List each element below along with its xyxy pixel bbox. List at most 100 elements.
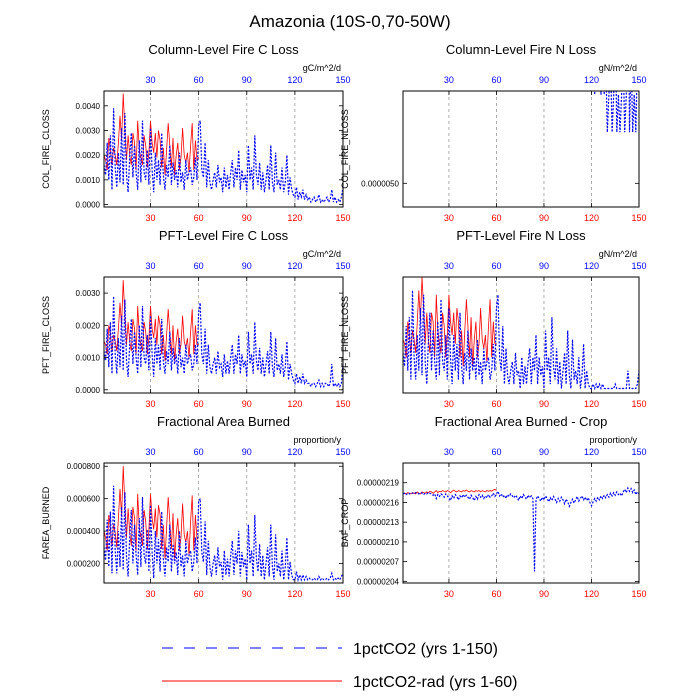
- x-tick-label: 60: [194, 213, 204, 223]
- units-label: gC/m^2/d: [303, 249, 341, 259]
- series-line-1pctco2-rad: [104, 280, 199, 361]
- y-tick-label: 0.00000210: [357, 538, 400, 547]
- x-tick-label-top: 30: [146, 447, 156, 457]
- y-tick-label: 0.0020: [76, 151, 101, 160]
- y-axis-label: PFT_FIRE_NLOSS: [340, 296, 350, 374]
- y-tick-label: 0.000600: [67, 495, 101, 504]
- chart-panel-4: PFT-Level Fire N Loss gN/m^2/d PFT_FIRE_NL…: [340, 179, 647, 409]
- series-line-1pctco2-rad: [104, 466, 199, 559]
- x-tick-label: 150: [335, 399, 350, 409]
- plot-frame: [103, 90, 344, 208]
- x-tick-label-top: 120: [287, 447, 302, 457]
- chart-title: Column-Level Fire C Loss: [148, 42, 299, 57]
- legend-label-1: 1pctCO2 (yrs 1-150): [353, 641, 498, 658]
- x-tick-label: 120: [287, 399, 302, 409]
- y-tick-label: 0.00000213: [357, 518, 400, 527]
- y-tick-label: 0.000400: [67, 527, 101, 536]
- y-axis-label: FAREA_BURNED: [41, 486, 51, 559]
- y-tick-label: 0.0040: [76, 102, 101, 111]
- plot-frame: [402, 462, 640, 584]
- y-tick-label: 0.000800: [67, 462, 101, 471]
- units-label: gC/m^2/d: [303, 63, 341, 73]
- x-tick-label-top: 30: [444, 261, 454, 271]
- y-tick-label: 0.0030: [76, 126, 101, 135]
- x-tick-label-top: 120: [287, 261, 302, 271]
- series-group: [104, 280, 343, 389]
- series-line-1pctco2: [403, 290, 639, 391]
- x-tick-label: 30: [444, 589, 454, 599]
- chart-panel-6: Fractional Area Burned - Crop proportion/…: [340, 414, 647, 599]
- x-tick-label-top: 30: [444, 447, 454, 457]
- x-tick-label-top: 90: [539, 261, 549, 271]
- chart-title: Fractional Area Burned - Crop: [435, 414, 608, 429]
- x-tick-label-top: 120: [584, 261, 599, 271]
- x-tick-label: 30: [146, 213, 156, 223]
- x-tick-label-top: 60: [491, 447, 501, 457]
- x-tick-label-top: 90: [242, 75, 252, 85]
- y-axis-label: COL_FIRE_NLOSS: [340, 109, 350, 189]
- x-tick-label-top: 30: [444, 75, 454, 85]
- series-line-1pctco2: [104, 485, 343, 583]
- x-tick-label-top: 30: [146, 75, 156, 85]
- x-tick-label-top: 150: [631, 75, 646, 85]
- x-tick-label: 60: [491, 589, 501, 599]
- y-tick-label: 0.0010: [76, 176, 101, 185]
- chart-title: PFT-Level Fire C Loss: [159, 228, 289, 243]
- y-tick-label: 0.0000: [76, 386, 101, 395]
- x-tick-label: 120: [584, 213, 599, 223]
- legend: 1pctCO2 (yrs 1-150) 1pctCO2-rad (yrs 1-60…: [162, 641, 518, 691]
- x-tick-label-top: 60: [491, 75, 501, 85]
- x-tick-label-top: 120: [584, 447, 599, 457]
- chart-panels: Column-Level Fire C Loss gC/m^2/d COL_FIRE…: [41, 42, 647, 599]
- figure-title: Amazonia (10S-0,70-50W): [249, 12, 450, 31]
- x-tick-label-top: 60: [194, 75, 204, 85]
- y-tick-label: 0.0010: [76, 354, 101, 363]
- x-tick-label-top: 150: [335, 261, 350, 271]
- y-tick-label: 0.00000219: [357, 479, 400, 488]
- x-tick-label: 120: [584, 399, 599, 409]
- chart-title: PFT-Level Fire N Loss: [456, 228, 586, 243]
- chart-title: Column-Level Fire N Loss: [446, 42, 597, 57]
- x-tick-label-top: 150: [335, 75, 350, 85]
- x-tick-label: 90: [242, 589, 252, 599]
- x-tick-label-top: 90: [242, 447, 252, 457]
- x-tick-label: 90: [539, 213, 549, 223]
- series-line-1pctco2: [104, 296, 343, 389]
- units-label: proportion/y: [293, 435, 341, 445]
- series-group: [403, 277, 639, 391]
- plot-frame: [103, 276, 344, 394]
- x-tick-label: 150: [631, 399, 646, 409]
- x-tick-label: 150: [631, 213, 646, 223]
- y-axis-label: PFT_FIRE_CLOSS: [41, 296, 51, 374]
- x-tick-label: 60: [194, 399, 204, 409]
- x-tick-label-top: 150: [335, 447, 350, 457]
- x-tick-label-top: 90: [242, 261, 252, 271]
- x-tick-label-top: 60: [194, 447, 204, 457]
- x-tick-label: 150: [631, 589, 646, 599]
- x-tick-label: 120: [584, 589, 599, 599]
- y-tick-label: 0.0020: [76, 321, 101, 330]
- chart-panel-3: PFT-Level Fire C Loss gC/m^2/d PFT_FIRE_CL…: [41, 228, 351, 409]
- x-tick-label-top: 60: [491, 261, 501, 271]
- x-tick-label-top: 150: [631, 261, 646, 271]
- x-tick-label: 60: [491, 399, 501, 409]
- plot-frame: [402, 276, 640, 394]
- x-tick-label-top: 150: [631, 447, 646, 457]
- units-label: proportion/y: [589, 435, 637, 445]
- series-line-1pctco2-rad: [403, 277, 497, 367]
- x-tick-label-top: 120: [287, 75, 302, 85]
- x-tick-label: 90: [242, 213, 252, 223]
- y-tick-label: 0.0030: [76, 289, 101, 298]
- series-group: [104, 466, 343, 583]
- x-tick-label: 30: [146, 399, 156, 409]
- x-tick-label: 30: [444, 213, 454, 223]
- y-tick-label: 0.00000216: [357, 498, 400, 507]
- y-tick-label: 0.0000050: [361, 179, 399, 188]
- chart-title: Fractional Area Burned: [157, 414, 290, 429]
- x-tick-label: 30: [146, 589, 156, 599]
- series-line-1pctco2: [403, 486, 639, 572]
- y-tick-label: 0.0000: [76, 201, 101, 210]
- x-tick-label: 120: [287, 589, 302, 599]
